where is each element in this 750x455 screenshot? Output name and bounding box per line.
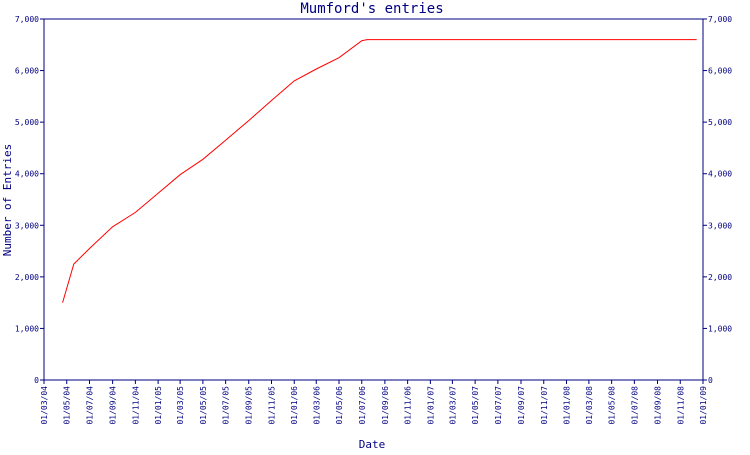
x-tick-label: 01/07/05	[222, 386, 231, 425]
x-tick-label: 01/03/08	[585, 386, 594, 425]
y-tick-label-left: 2,000	[15, 273, 39, 282]
x-tick-label: 01/03/06	[312, 386, 321, 425]
x-tick-label: 01/11/08	[676, 386, 685, 425]
y-tick-label-right: 1,000	[708, 324, 732, 333]
y-tick-label-right: 7,000	[708, 15, 732, 24]
plot-area: 0 0 1,000 1,000 2,000 2,000 3,000 3,000 4,000 4,0…	[15, 15, 732, 425]
series-line	[62, 39, 697, 303]
y-tick-label-left: 5,000	[15, 118, 39, 127]
x-tick-label: 01/09/08	[654, 386, 663, 425]
x-tick-label: 01/01/05	[154, 386, 163, 425]
x-tick-label: 01/01/06	[290, 386, 299, 425]
x-tick-label: 01/09/07	[517, 386, 526, 425]
x-tick-label: 01/05/06	[335, 386, 344, 425]
x-tick-label: 01/03/05	[176, 386, 185, 425]
y-tick-label-right: 3,000	[708, 221, 732, 230]
y-tick-label-right: 0	[708, 376, 713, 385]
y-tick-label-right: 5,000	[708, 118, 732, 127]
x-tick-label: 01/05/07	[471, 386, 480, 425]
x-tick-label: 01/09/06	[381, 386, 390, 425]
x-tick-label: 01/01/09	[699, 386, 708, 425]
x-tick-label: 01/01/08	[563, 386, 572, 425]
x-tick-label: 01/11/07	[540, 386, 549, 425]
y-tick-label-left: 7,000	[15, 15, 39, 24]
x-tick-label: 01/07/07	[494, 386, 503, 425]
y-tick-label-right: 2,000	[708, 273, 732, 282]
y-tick-label-left: 4,000	[15, 170, 39, 179]
plot-frame	[43, 18, 704, 381]
y-tick-label-left: 3,000	[15, 221, 39, 230]
x-tick-label: 01/05/05	[199, 386, 208, 425]
x-tick-label: 01/01/07	[426, 386, 435, 425]
x-tick-label: 01/09/05	[245, 386, 254, 425]
y-tick-label-left: 1,000	[15, 324, 39, 333]
x-tick-label: 01/03/07	[448, 386, 457, 425]
x-tick-label: 01/09/04	[109, 386, 118, 425]
chart-title: Mumford's entries	[300, 1, 443, 17]
x-tick-label: 01/07/04	[85, 386, 94, 425]
x-tick-label: 01/05/08	[608, 386, 617, 425]
x-tick-label: 01/07/06	[358, 386, 367, 425]
x-tick-label: 01/05/04	[63, 386, 72, 425]
y-axis-label: Number of Entries	[1, 144, 14, 257]
x-tick-label: 01/07/08	[630, 386, 639, 425]
x-tick-label: 01/03/04	[40, 386, 49, 425]
x-tick-label: 01/11/06	[404, 386, 413, 425]
y-tick-label-left: 6,000	[15, 67, 39, 76]
x-tick-label: 01/11/04	[131, 386, 140, 425]
y-tick-label-left: 0	[34, 376, 39, 385]
x-axis-label: Date	[359, 438, 386, 450]
x-tick-label: 01/11/05	[267, 386, 276, 425]
y-tick-label-right: 4,000	[708, 170, 732, 179]
y-tick-label-right: 6,000	[708, 67, 732, 76]
